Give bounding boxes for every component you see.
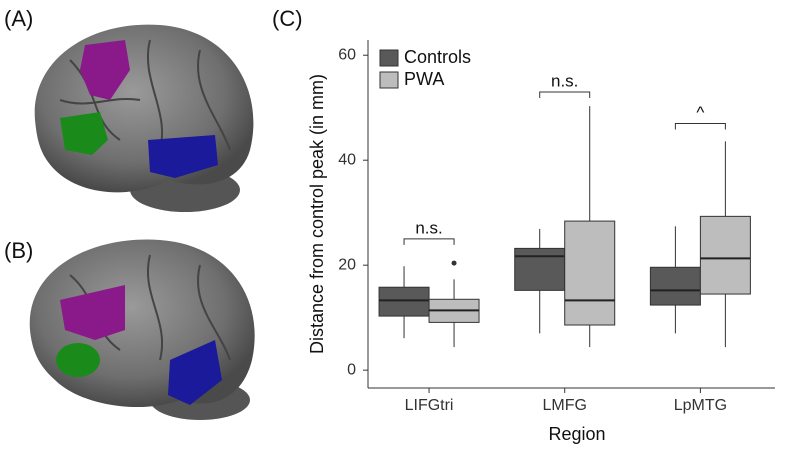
brain-a bbox=[34, 24, 254, 212]
significance-label: ^ bbox=[696, 103, 704, 122]
box bbox=[564, 220, 616, 326]
box bbox=[378, 286, 430, 317]
x-tick-label: LMFG bbox=[542, 397, 586, 414]
box bbox=[649, 266, 701, 306]
y-axis-label: Distance from control peak (in mm) bbox=[307, 74, 327, 354]
x-tick-label: LIFGtri bbox=[405, 397, 454, 414]
legend-label: PWA bbox=[404, 69, 444, 89]
significance-bracket bbox=[674, 122, 726, 130]
legend-swatch bbox=[379, 71, 399, 89]
significance-bracket bbox=[403, 238, 455, 245]
y-tick-label: 40 bbox=[338, 151, 356, 168]
box bbox=[699, 215, 751, 295]
significance-bracket bbox=[539, 91, 591, 98]
y-tick-label: 60 bbox=[338, 46, 356, 63]
significance-label: n.s. bbox=[415, 218, 442, 237]
x-tick-label: LpMTG bbox=[674, 397, 727, 414]
legend-swatch bbox=[379, 49, 399, 67]
legend-label: Controls bbox=[404, 47, 471, 67]
significance-label: n.s. bbox=[551, 71, 578, 90]
panel-label: (B) bbox=[4, 238, 33, 263]
box bbox=[514, 247, 566, 291]
brain-b bbox=[29, 239, 255, 420]
panel-label: (C) bbox=[272, 6, 303, 31]
y-tick-label: 20 bbox=[338, 256, 356, 273]
y-tick-label: 0 bbox=[347, 361, 356, 378]
outlier bbox=[451, 260, 457, 266]
panel-label: (A) bbox=[4, 6, 33, 31]
x-axis-label: Region bbox=[548, 424, 605, 444]
